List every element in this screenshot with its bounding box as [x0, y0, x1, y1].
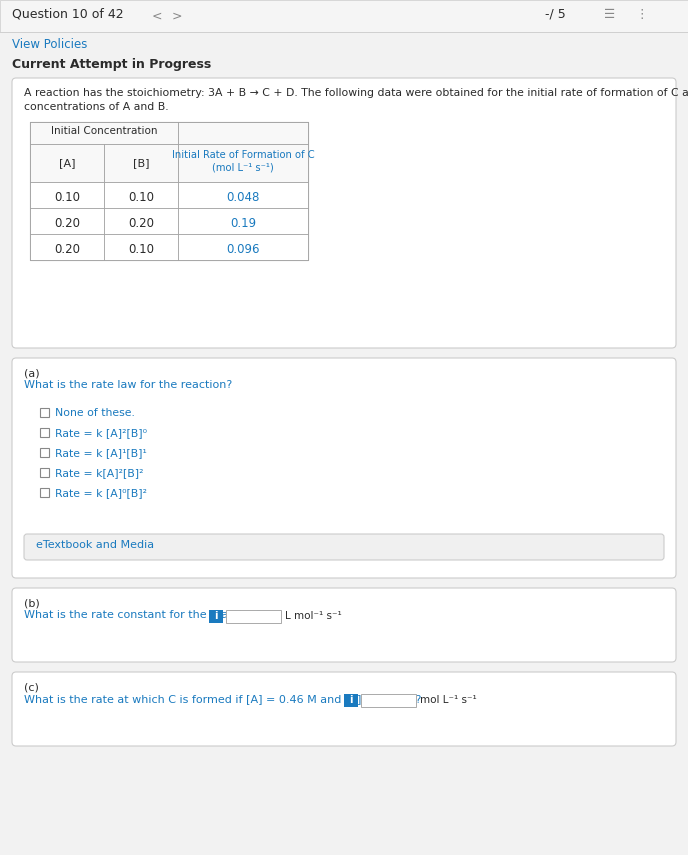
Bar: [104, 182, 178, 208]
Text: Rate = k [A]⁰[B]²: Rate = k [A]⁰[B]²: [55, 488, 147, 498]
Text: Question 10 of 42: Question 10 of 42: [12, 8, 124, 21]
Bar: [178, 182, 308, 208]
Bar: [30, 144, 104, 182]
Text: 0.048: 0.048: [226, 191, 259, 204]
Bar: [40, 448, 49, 457]
Text: ⋮: ⋮: [635, 8, 647, 21]
Bar: [30, 208, 104, 234]
FancyBboxPatch shape: [12, 672, 676, 746]
Text: (a): (a): [24, 368, 40, 378]
Text: 0.20: 0.20: [54, 217, 80, 230]
Text: i: i: [214, 611, 217, 621]
FancyBboxPatch shape: [12, 588, 676, 662]
Text: 0.10: 0.10: [128, 243, 154, 256]
Text: concentrations of A and B.: concentrations of A and B.: [24, 102, 169, 112]
Text: Rate = k [A]¹[B]¹: Rate = k [A]¹[B]¹: [55, 448, 147, 458]
Bar: [104, 144, 178, 182]
Text: Rate = k[A]²[B]²: Rate = k[A]²[B]²: [55, 468, 144, 478]
Text: A reaction has the stoichiometry: 3A + B → C + D. The following data were obtain: A reaction has the stoichiometry: 3A + B…: [24, 88, 688, 98]
Text: [B]: [B]: [133, 158, 149, 168]
Text: >: >: [172, 10, 182, 23]
Bar: [40, 428, 49, 437]
Text: <: <: [152, 10, 162, 23]
Text: ☰: ☰: [604, 8, 615, 21]
Text: What is the rate law for the reaction?: What is the rate law for the reaction?: [24, 380, 233, 390]
Bar: [209, 610, 223, 623]
Text: 0.20: 0.20: [54, 243, 80, 256]
Bar: [0, 0, 688, 32]
Text: 0.10: 0.10: [128, 191, 154, 204]
Text: (b): (b): [24, 598, 40, 608]
Text: Rate = k [A]²[B]⁰: Rate = k [A]²[B]⁰: [55, 428, 147, 438]
Text: eTextbook and Media: eTextbook and Media: [36, 540, 154, 550]
Bar: [40, 468, 49, 477]
Text: 0.20: 0.20: [128, 217, 154, 230]
Bar: [226, 610, 281, 623]
FancyBboxPatch shape: [24, 534, 664, 560]
Text: [A]: [A]: [58, 158, 75, 168]
Text: 0.096: 0.096: [226, 243, 260, 256]
Text: What is the rate at which C is formed if [A] = 0.46 M and [B] = 0.50 M?: What is the rate at which C is formed if…: [24, 694, 421, 704]
Text: 0.10: 0.10: [54, 191, 80, 204]
Text: L mol⁻¹ s⁻¹: L mol⁻¹ s⁻¹: [285, 611, 342, 621]
Text: (mol L⁻¹ s⁻¹): (mol L⁻¹ s⁻¹): [212, 162, 274, 172]
Bar: [178, 234, 308, 260]
Bar: [104, 208, 178, 234]
Text: What is the rate constant for the reaction?: What is the rate constant for the reacti…: [24, 610, 261, 620]
Bar: [104, 234, 178, 260]
Bar: [344, 694, 358, 707]
Bar: [40, 408, 49, 417]
Bar: [30, 122, 308, 260]
Text: None of these.: None of these.: [55, 408, 135, 418]
Bar: [178, 144, 308, 182]
Text: (c): (c): [24, 682, 39, 692]
Bar: [30, 182, 104, 208]
Bar: [178, 122, 308, 144]
Text: Current Attempt in Progress: Current Attempt in Progress: [12, 58, 211, 71]
Bar: [30, 234, 104, 260]
Text: -/ 5: -/ 5: [545, 8, 566, 21]
FancyBboxPatch shape: [12, 358, 676, 578]
Text: Initial Rate of Formation of C: Initial Rate of Formation of C: [172, 150, 314, 160]
Bar: [40, 488, 49, 497]
Bar: [178, 208, 308, 234]
Text: Initial Concentration: Initial Concentration: [51, 126, 158, 136]
Text: i: i: [350, 695, 353, 705]
Bar: [30, 122, 178, 144]
FancyBboxPatch shape: [12, 78, 676, 348]
Text: 0.19: 0.19: [230, 217, 256, 230]
Bar: [0, 32, 688, 33]
Text: mol L⁻¹ s⁻¹: mol L⁻¹ s⁻¹: [420, 695, 477, 705]
Text: View Policies: View Policies: [12, 38, 87, 51]
Bar: [361, 694, 416, 707]
